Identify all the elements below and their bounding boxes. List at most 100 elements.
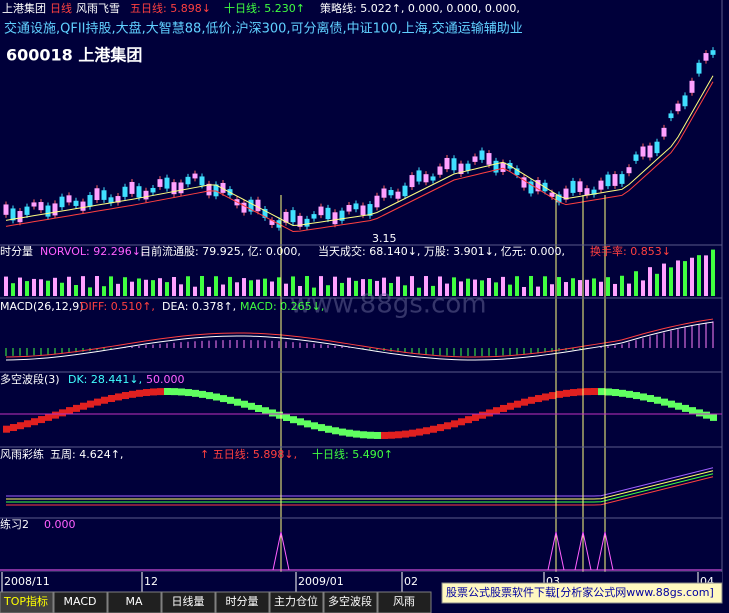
- dk-block: [262, 407, 269, 415]
- dk-block: [108, 395, 115, 403]
- volume-bar: [39, 279, 43, 296]
- dk-block: [339, 428, 346, 436]
- dk-block: [437, 424, 444, 432]
- dk-block: [493, 407, 500, 415]
- volume-bar: [522, 286, 526, 296]
- dk-block: [38, 416, 45, 424]
- volume-bar: [417, 287, 421, 296]
- tab[interactable]: [0, 591, 54, 613]
- volume-bar: [396, 276, 400, 296]
- candle: [325, 207, 331, 220]
- concepts: 交通设施,QFII持股,大盘,大智慧88,低价,沪深300,可分离债,中证100…: [4, 21, 523, 37]
- tab-bar: TOP指标 MACD MA 日线量 时分量 主力仓位 多空波段 风雨: [0, 591, 432, 613]
- dk-block: [157, 388, 164, 396]
- volume-bar: [319, 276, 323, 296]
- tab[interactable]: [161, 591, 216, 613]
- tab-label[interactable]: 多空波段: [328, 594, 372, 608]
- volume-bar: [74, 285, 78, 296]
- x-label: 02: [404, 575, 418, 588]
- panel-value: 五周: 4.624↑,: [50, 448, 123, 461]
- dk-block: [276, 411, 283, 419]
- volume-bar: [340, 282, 344, 296]
- tab[interactable]: [323, 591, 378, 613]
- dk-block: [675, 402, 682, 410]
- dk-block: [115, 393, 122, 401]
- panel-value: 换手率: 0.853↓: [590, 244, 671, 258]
- panel-value: 0.000: [44, 518, 76, 531]
- dk-block: [626, 390, 633, 398]
- candle: [150, 187, 156, 193]
- x-label: 2008/11: [4, 575, 50, 588]
- line: [6, 470, 714, 500]
- dk-block: [185, 389, 192, 397]
- dk-block: [402, 430, 409, 438]
- dk-block: [52, 411, 59, 419]
- dk-block: [206, 392, 213, 400]
- tab-label[interactable]: TOP指标: [3, 594, 48, 608]
- candle: [493, 160, 499, 173]
- candle: [458, 163, 464, 175]
- dk-block: [416, 428, 423, 436]
- volume-bar: [81, 276, 85, 296]
- volume-bar: [277, 277, 281, 296]
- volume-bar: [599, 281, 603, 296]
- tab-label[interactable]: 日线量: [172, 594, 205, 608]
- candle: [409, 175, 415, 188]
- volume-bar: [690, 257, 694, 296]
- panel-value: 目前流通股: 79.925, 亿: 0.000,: [140, 244, 301, 258]
- tab-label[interactable]: 风雨: [393, 595, 415, 608]
- candle: [437, 166, 443, 175]
- volume-bar: [676, 260, 680, 296]
- candle: [213, 184, 219, 197]
- candle: [598, 180, 604, 190]
- tab-label[interactable]: MA: [125, 595, 142, 608]
- candle: [45, 205, 51, 217]
- candle: [101, 190, 107, 200]
- dk-block: [178, 388, 185, 396]
- dk-block: [409, 429, 416, 437]
- tab-label[interactable]: 时分量: [226, 595, 259, 608]
- dk-block: [10, 424, 17, 432]
- tab-label[interactable]: 主力仓位: [274, 594, 318, 608]
- volume-bar: [284, 283, 288, 296]
- volume-bar: [627, 283, 631, 296]
- candle: [486, 153, 492, 165]
- line: [6, 476, 714, 506]
- volume-bar: [466, 278, 470, 296]
- candle: [94, 188, 100, 201]
- tab[interactable]: [215, 591, 270, 613]
- volume-bar: [67, 276, 71, 296]
- volume-bar: [249, 280, 253, 296]
- volume-bar: [606, 277, 610, 296]
- tab[interactable]: [269, 591, 324, 613]
- line: [5, 318, 714, 358]
- banner: [441, 582, 723, 604]
- indicator: 风雨飞雪: [76, 2, 120, 15]
- volume-bar: [60, 282, 64, 296]
- dk-block: [668, 400, 675, 408]
- dk-block: [633, 392, 640, 400]
- dk-block: [213, 393, 220, 401]
- candle: [192, 173, 198, 179]
- candle: [157, 179, 163, 187]
- dk-block: [584, 388, 591, 396]
- dk-block: [528, 396, 535, 404]
- volume-bar: [480, 280, 484, 296]
- candle: [612, 174, 618, 186]
- tab[interactable]: [53, 591, 108, 613]
- dk-block: [45, 413, 52, 421]
- candle: [647, 145, 653, 158]
- tab[interactable]: [107, 591, 162, 613]
- dk-block: [171, 388, 178, 396]
- panel-value: DK: 28.441↓,: [68, 373, 142, 386]
- dk-block: [150, 388, 157, 396]
- tab-label[interactable]: MACD: [64, 595, 97, 608]
- candle: [465, 163, 471, 171]
- volume-bar: [186, 276, 190, 296]
- volume-bar: [424, 276, 428, 296]
- panel-value: 当天成交: 68.140↓, 万股: 3.901↓, 亿元: 0.000,: [318, 244, 565, 258]
- tab[interactable]: [377, 591, 432, 613]
- dk-block: [80, 402, 87, 410]
- candle: [185, 176, 191, 185]
